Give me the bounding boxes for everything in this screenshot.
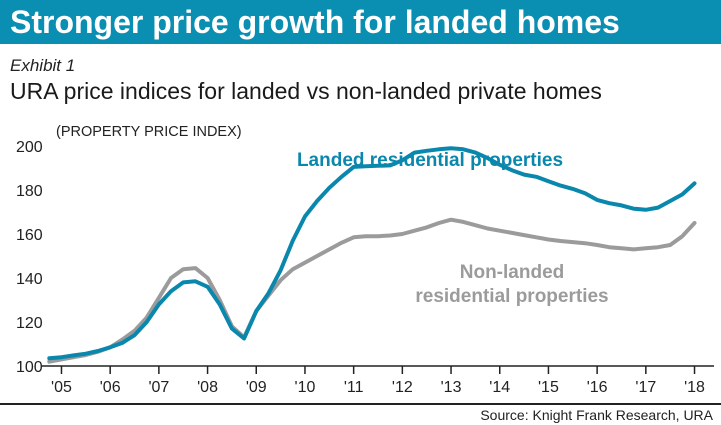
series-lines (47, 146, 697, 364)
x-tick-label-2012: '12 (392, 379, 413, 396)
x-tick-label-2007: '07 (148, 379, 169, 396)
y-tick-label-100: 100 (16, 359, 43, 376)
exhibit-label: Exhibit 1 (10, 56, 76, 75)
x-tick-label-2009: '09 (246, 379, 267, 396)
non-landed-series-label-line-1: residential properties (415, 286, 608, 307)
non-landed-series-label-line-0: Non-landed (460, 262, 565, 283)
y-tick-label-140: 140 (16, 271, 43, 288)
y-axis-label: (PROPERTY PRICE INDEX) (56, 124, 242, 140)
x-tick-label-2010: '10 (295, 379, 316, 396)
x-tick-label-2015: '15 (538, 379, 559, 396)
landed-series-line (47, 146, 697, 361)
y-axis: 100 120 140 160 180 200 (16, 139, 43, 376)
series-annotations: Landed residential properties Non-landed r… (297, 150, 609, 307)
x-tick-label-2008: '08 (197, 379, 218, 396)
x-tick-label-2016: '16 (587, 379, 608, 396)
x-tick-label-2018: '18 (684, 379, 705, 396)
headline: Stronger price growth for landed homes (10, 4, 620, 40)
x-tick-label-2005: '05 (51, 379, 72, 396)
price-index-chart: (PROPERTY PRICE INDEX) 100 120 140 160 180 20… (16, 124, 714, 396)
chart-subtitle: URA price indices for landed vs non-land… (10, 78, 602, 104)
x-tick-label-2017: '17 (635, 379, 656, 396)
y-tick-label-180: 180 (16, 183, 43, 200)
x-tick-label-2006: '06 (100, 379, 121, 396)
non-landed-series-line (47, 217, 697, 364)
x-axis: '05 '06 '07 '08 '09 '10 '11 '12 '13 '14 '15 '16 '17 '… (51, 366, 705, 396)
x-tick-label-2013: '13 (441, 379, 462, 396)
source-note: Source: Knight Frank Research, URA (480, 407, 713, 423)
x-tick-label-2011: '11 (344, 379, 364, 396)
source-divider (0, 403, 721, 405)
y-tick-label-120: 120 (16, 315, 43, 332)
x-tick-label-2014: '14 (489, 379, 510, 396)
headline-banner: Stronger price growth for landed homes (0, 0, 721, 44)
y-tick-label-200: 200 (16, 139, 43, 156)
y-tick-label-160: 160 (16, 227, 43, 244)
landed-series-label-line-0: Landed residential properties (297, 150, 563, 171)
